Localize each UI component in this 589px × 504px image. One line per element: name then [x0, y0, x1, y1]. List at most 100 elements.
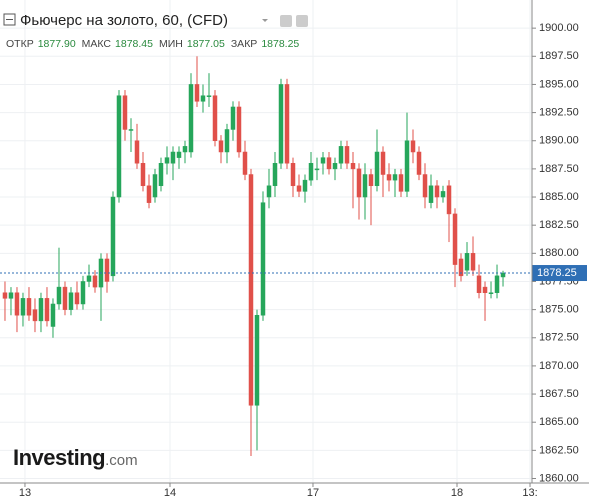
- candles: 1878.25: [0, 56, 587, 456]
- candle-body: [404, 140, 410, 192]
- x-tick-label: 14: [164, 487, 176, 499]
- candle-body: [266, 185, 272, 198]
- candle-body: [122, 95, 128, 130]
- candle-body: [320, 157, 326, 164]
- settings-icon[interactable]: [296, 15, 308, 27]
- candle-body: [200, 95, 206, 102]
- candle-body: [350, 163, 356, 170]
- logo: Investing: [13, 445, 105, 470]
- candle-body: [56, 286, 62, 305]
- candle-body: [80, 281, 86, 305]
- candle-body: [356, 168, 362, 198]
- candle-body: [368, 174, 374, 187]
- candle-body: [14, 292, 20, 316]
- candle-body: [224, 129, 230, 153]
- candle-body: [284, 84, 290, 164]
- candle-body: [248, 174, 254, 406]
- candle-body: [482, 286, 488, 293]
- x-tick-label: 17: [307, 487, 319, 499]
- candle-body: [458, 258, 464, 277]
- candle-body: [170, 151, 176, 164]
- eye-icon[interactable]: [280, 15, 292, 27]
- candle-body: [134, 140, 140, 164]
- y-tick-label: 1860.00: [539, 472, 579, 484]
- candle-body: [434, 185, 440, 198]
- candle-body: [290, 163, 296, 187]
- candle-body: [302, 179, 308, 192]
- candle-body: [500, 272, 506, 278]
- watermark: Investing .com: [13, 445, 138, 470]
- candle-body: [158, 163, 164, 187]
- candle-body: [392, 174, 398, 181]
- candle-body: [272, 163, 278, 187]
- candle-body: [308, 163, 314, 181]
- candle-body: [446, 185, 452, 215]
- candle-body: [188, 84, 194, 153]
- candle-body: [314, 168, 320, 171]
- candle-body: [464, 253, 470, 271]
- candle-body: [398, 174, 404, 192]
- candle-body: [374, 151, 380, 187]
- candle-body: [26, 298, 32, 316]
- candle-body: [218, 140, 224, 153]
- candle-body: [62, 286, 68, 310]
- ohlc-name: ЗАКР: [231, 38, 257, 50]
- y-tick-label: 1870.00: [539, 360, 579, 372]
- collapse-icon[interactable]: [3, 13, 16, 26]
- candle-body: [242, 151, 248, 175]
- candle-body: [416, 151, 422, 175]
- candle-body: [110, 196, 116, 277]
- candle-body: [104, 258, 110, 282]
- y-tick-label: 1882.50: [539, 219, 579, 231]
- candle-body: [74, 292, 80, 305]
- candle-body: [452, 213, 458, 265]
- candle-body: [494, 275, 500, 293]
- candle-body: [116, 95, 122, 198]
- candle-body: [254, 314, 260, 406]
- candle-body: [362, 174, 368, 198]
- y-tick-label: 1885.00: [539, 191, 579, 203]
- candle-body: [128, 129, 134, 131]
- y-tick-label: 1875.00: [539, 304, 579, 316]
- dropdown-icon[interactable]: [262, 19, 268, 22]
- candle-body: [86, 275, 92, 282]
- ohlc-header: ОТКР 1877.90 МАКС 1878.45 МИН 1877.05 ЗАКР 1878…: [6, 38, 299, 50]
- ohlc-value: 1877.05: [187, 38, 225, 50]
- candle-body: [212, 95, 218, 141]
- candle-body: [164, 157, 170, 164]
- candle-body: [260, 202, 266, 316]
- grid: 1860.00 1862.50 1865.00 1867.50 1870.00 1872.…: [0, 0, 579, 499]
- y-tick-label: 1865.00: [539, 416, 579, 428]
- candle-body: [68, 292, 74, 310]
- ohlc-name: МИН: [159, 38, 183, 50]
- y-tick-label: 1872.50: [539, 332, 579, 344]
- y-tick-label: 1895.00: [539, 78, 579, 90]
- ohlc-value: 1878.25: [261, 38, 299, 50]
- ohlc-value: 1878.45: [115, 38, 153, 50]
- candle-body: [344, 146, 350, 164]
- y-tick-label: 1900.00: [539, 22, 579, 34]
- logo-suffix: .com: [105, 452, 138, 469]
- x-tick-label: 18: [451, 487, 463, 499]
- y-tick-label: 1862.50: [539, 444, 579, 456]
- candle-body: [2, 292, 8, 299]
- last-price-label: 1878.25: [537, 267, 577, 279]
- candle-body: [488, 292, 494, 294]
- ohlc-value: 1877.90: [38, 38, 76, 50]
- candle-body: [32, 309, 38, 322]
- candle-body: [176, 151, 182, 158]
- y-tick-label: 1890.00: [539, 135, 579, 147]
- ohlc-name: МАКС: [82, 38, 112, 50]
- y-tick-label: 1867.50: [539, 388, 579, 400]
- candle-body: [182, 146, 188, 153]
- candle-body: [476, 275, 482, 293]
- y-tick-label: 1892.50: [539, 106, 579, 118]
- x-tick-label: 13:: [522, 487, 537, 499]
- candle-body: [410, 140, 416, 153]
- candle-body: [8, 292, 14, 299]
- candle-body: [332, 163, 338, 170]
- candle-body: [20, 298, 26, 316]
- chart-title: Фьючерс на золото, 60, (CFD): [20, 12, 228, 29]
- candle-body: [296, 185, 302, 192]
